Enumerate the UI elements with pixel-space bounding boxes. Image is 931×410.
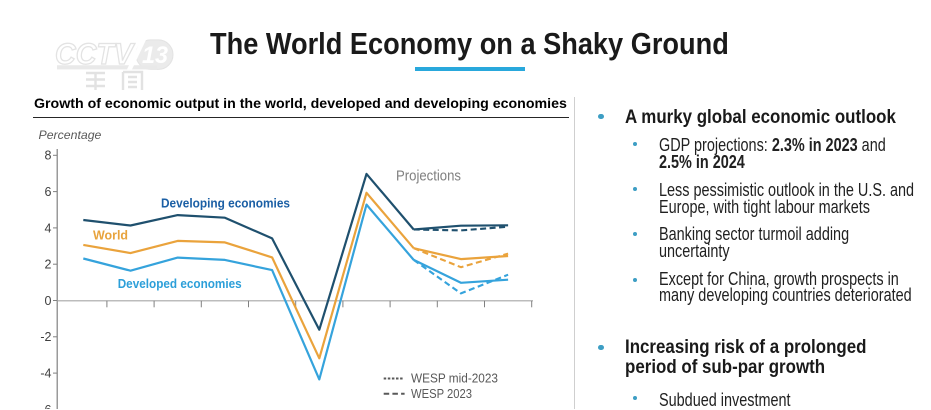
svg-text:4: 4 [45,221,52,235]
svg-text:Projections: Projections [396,169,461,185]
svg-text:13: 13 [142,42,169,69]
svg-text:8: 8 [45,149,52,163]
svg-text:World: World [93,228,128,243]
svg-text:2: 2 [45,258,52,272]
svg-text:WESP 2023: WESP 2023 [411,387,472,401]
svg-text:Percentage: Percentage [39,128,102,142]
svg-text:-4: -4 [40,367,51,381]
svg-text:Developed economies: Developed economies [118,276,242,291]
svg-text:-2: -2 [40,330,51,344]
svg-text:-6: -6 [40,403,51,409]
svg-text:6: 6 [45,185,52,199]
svg-text:Developing economies: Developing economies [161,196,290,211]
svg-text:0: 0 [45,294,52,308]
svg-text:WESP mid-2023: WESP mid-2023 [411,372,498,386]
